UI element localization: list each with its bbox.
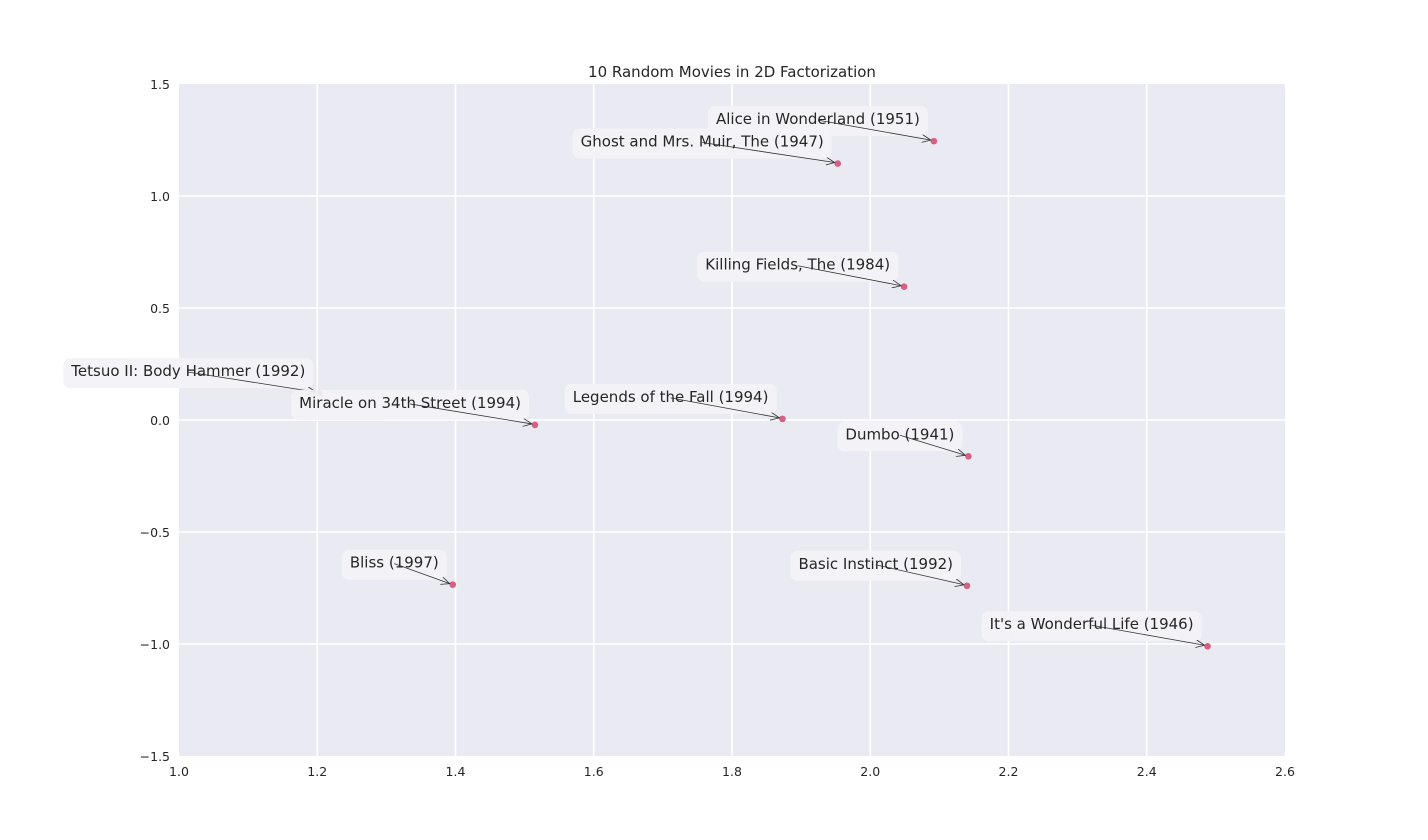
annotation-box [63,358,314,389]
point-annotation-label: Bliss (1997) [350,554,439,572]
y-tick-label: −1.5 [140,749,170,764]
x-tick-label: 2.4 [1137,764,1157,779]
data-point [965,452,972,460]
y-tick-label: 0.0 [150,413,170,428]
point-annotation-label: Miracle on 34th Street (1994) [299,394,521,412]
point-annotation-label: Basic Instinct (1992) [798,555,953,573]
tick-labels: 1.0 1.2 1.4 1.6 1.8 2.0 2.2 2.4 2.6 −1.5 −1.0 −0.5 0… [140,77,1295,779]
y-tick-label: 1.5 [150,77,170,92]
x-tick-label: 1.4 [446,764,466,779]
data-point [531,421,539,429]
y-tick-label: 1.0 [150,189,170,204]
y-tick-label: −1.0 [140,637,170,652]
data-point [963,582,971,590]
x-tick-label: 2.2 [999,764,1019,779]
annotation-box [341,549,447,580]
grid-lines [179,84,1285,756]
point-annotation-label: Tetsuo II: Body Hammer (1992) [70,362,305,380]
annotation-arrow [702,142,835,163]
annotation-box [790,550,962,581]
data-point [449,581,457,588]
annotation-box [572,128,832,159]
data-point [900,283,908,291]
point-annotation-label: It's a Wonderful Life (1946) [990,615,1194,633]
point-annotation-label: Alice in Wonderland (1951) [716,110,920,128]
point-annotation-label: Killing Fields, The (1984) [705,256,890,274]
x-tick-label: 1.0 [169,764,189,779]
annotations: Alice in Wonderland (1951) Ghost and Mrs.… [63,106,1204,645]
annotation-arrow [410,403,532,424]
annotation-box [564,383,777,414]
y-tick-label: −0.5 [140,525,170,540]
annotation-arrow [899,434,966,455]
y-tick-label: 0.5 [150,301,170,316]
point-annotation-label: Ghost and Mrs. Muir, The (1947) [581,133,824,151]
annotation-arrow [797,265,901,286]
x-tick-label: 2.6 [1275,764,1295,779]
annotation-arrow [394,563,449,584]
data-point [1204,642,1211,650]
annotation-box [697,251,899,282]
x-tick-label: 1.2 [307,764,327,779]
data-point [779,415,786,423]
annotation-box [837,421,963,452]
point-annotation-label: Dumbo (1941) [845,425,954,443]
annotation-box [291,389,529,420]
x-tick-label: 2.0 [860,764,880,779]
x-tick-label: 1.8 [722,764,742,779]
annotation-arrow [670,397,780,418]
point-annotation-label: Legends of the Fall (1994) [573,388,769,406]
annotation-arrow [1091,624,1205,645]
annotation-arrow [188,371,316,392]
chart-title: 10 Random Movies in 2D Factorization [588,63,876,81]
data-point [930,137,938,145]
x-tick-label: 1.6 [584,764,604,779]
annotation-arrow [817,119,931,140]
data-point [834,160,842,167]
annotation-box [981,611,1202,642]
annotation-arrow [875,564,964,585]
